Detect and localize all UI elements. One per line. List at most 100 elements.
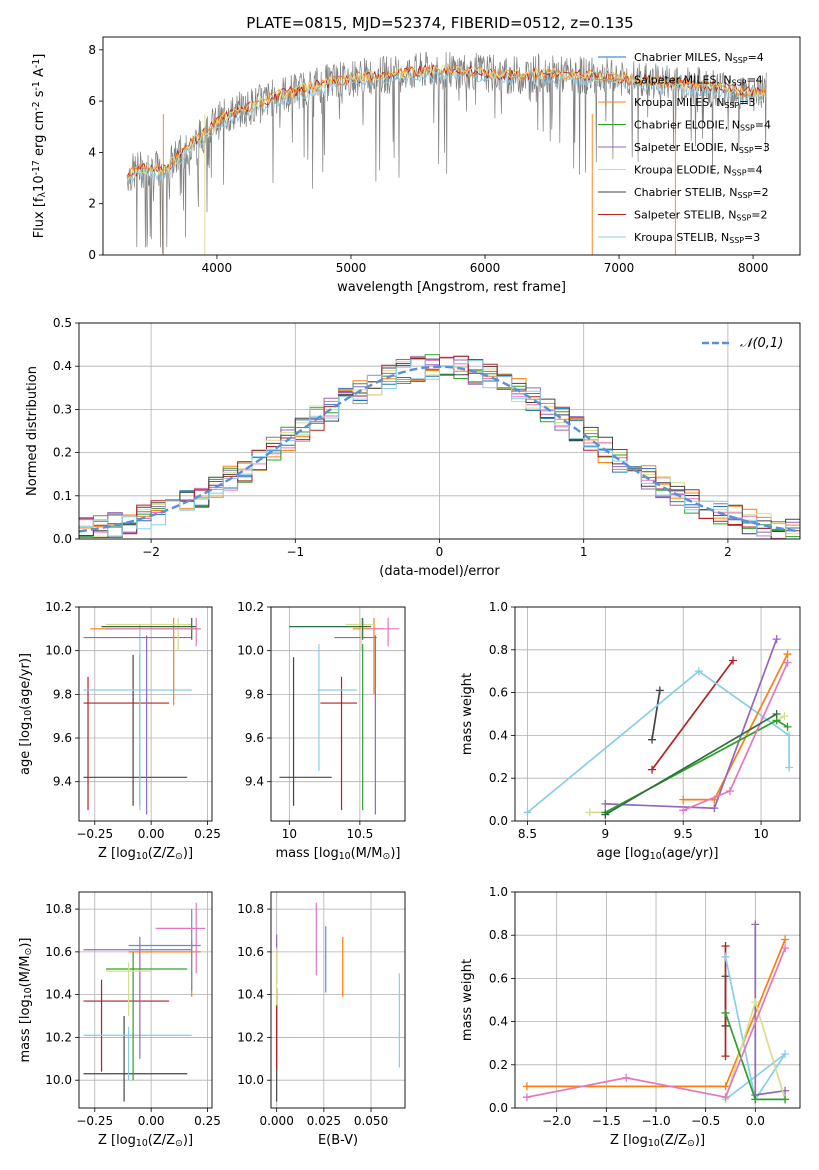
x-tick-label: −1 xyxy=(286,545,304,559)
figure-title: PLATE=0815, MJD=52374, FIBERID=0512, z=0… xyxy=(246,14,633,32)
weight-marker xyxy=(522,1082,531,1091)
weight-marker xyxy=(721,1093,730,1102)
plot-area xyxy=(271,607,405,821)
legend-entry-label: Salpeter MILES, NSSP=4 xyxy=(634,74,763,88)
errorbar-point xyxy=(83,979,170,1072)
y-tick-label: 9.4 xyxy=(245,775,264,789)
axes-frame xyxy=(514,606,801,822)
errorbar-point xyxy=(83,1016,188,1102)
mass-vs-metallicity-panel: −0.25 0.00 0.25 10.0 10.2 10.4 10.6 10.8 Z [log1… xyxy=(18,891,221,1149)
y-tick-label: 0.4 xyxy=(53,359,72,373)
legend-entry-label: Kroupa MILES, NSSP=3 xyxy=(634,96,755,110)
errorbar-point xyxy=(83,655,188,806)
y-tick-label: 0.6 xyxy=(489,971,508,985)
errorbar-point xyxy=(317,644,358,771)
x-axis-label: E(B-V) xyxy=(318,1133,358,1148)
y-axis-label: mass [log10(M/M⊙)] xyxy=(18,938,34,1063)
weight-marker xyxy=(648,765,657,774)
weight-marker xyxy=(783,658,792,667)
y-tick-label: 0.5 xyxy=(53,316,72,330)
plot-area xyxy=(79,607,212,821)
y-tick-label: 6 xyxy=(88,94,96,108)
y-tick-label: 0.8 xyxy=(489,928,508,942)
axes-frame xyxy=(270,891,406,1109)
y-tick-label: 9.8 xyxy=(245,687,264,701)
y-tick-label: 4 xyxy=(88,145,96,159)
x-tick-label: 0.25 xyxy=(194,827,221,841)
weight-marker xyxy=(781,944,790,953)
weight-vs-metallicity-panel: −2.0 −1.5 −1.0 −0.5 0.0 0.0 0.2 0.4 0.6 0.8 1.0 Z [… xyxy=(460,885,801,1149)
x-tick-label: 10.5 xyxy=(347,827,374,841)
weight-marker xyxy=(721,1082,730,1091)
y-tick-label: 10.8 xyxy=(237,902,264,916)
x-tick-label: 1 xyxy=(580,545,588,559)
y-axis-label: Normed distribution xyxy=(25,366,40,496)
x-axis-label: mass [log10(M/M⊙)] xyxy=(276,846,401,862)
x-tick-label: 2 xyxy=(724,545,732,559)
y-tick-label: 0.2 xyxy=(489,1058,508,1072)
weight-marker xyxy=(721,942,730,950)
weight-series-line xyxy=(526,670,790,814)
errorbar-point xyxy=(345,617,374,651)
legend-entry-label: Chabrier STELIB, NSSP=2 xyxy=(634,186,769,200)
y-tick-label: 9.8 xyxy=(53,687,72,701)
plot-area xyxy=(271,892,405,1108)
weight-marker xyxy=(729,656,738,665)
x-tick-label: 9.5 xyxy=(674,827,693,841)
x-tick-label: −0.5 xyxy=(691,1114,720,1128)
x-axis-label: (data-model)/error xyxy=(379,564,500,579)
y-axis-label: age [log10(age/yr)] xyxy=(18,653,34,775)
y-tick-label: 10.4 xyxy=(237,988,264,1002)
weight-marker xyxy=(585,808,594,817)
weight-series-line xyxy=(526,947,786,1099)
weight-marker xyxy=(780,712,789,721)
weight-marker xyxy=(648,735,657,744)
errorbar-point xyxy=(106,617,192,651)
x-tick-label: −2.0 xyxy=(542,1114,571,1128)
axes-frame xyxy=(270,606,406,822)
x-axis-label: age [log10(age/yr)] xyxy=(597,846,719,862)
weight-marker xyxy=(772,710,781,718)
y-tick-label: 9.4 xyxy=(53,775,72,789)
y-axis-label: Flux [fλ10-17 erg cm-2 s-1 A-1] xyxy=(31,54,48,239)
y-tick-label: 2 xyxy=(88,197,96,211)
plot-layer: 4000 5000 6000 7000 8000 0 2 4 6 8 wavelength [Ang… xyxy=(18,36,801,1149)
y-tick-label: 0 xyxy=(88,248,96,262)
y-tick-label: 10.2 xyxy=(45,1030,72,1044)
axes-frame xyxy=(102,36,801,256)
x-tick-label: 7000 xyxy=(604,261,635,275)
x-tick-label: −0.25 xyxy=(76,1114,113,1128)
errorbar-point xyxy=(155,902,206,974)
y-tick-label: 10.8 xyxy=(45,902,72,916)
x-tick-label: 0.050 xyxy=(354,1114,388,1128)
errorbar-point xyxy=(106,617,201,647)
errorbar-point xyxy=(334,635,377,815)
model-spectrum-line xyxy=(127,63,766,177)
x-tick-label: 10 xyxy=(282,827,297,841)
x-tick-label: 0.00 xyxy=(138,827,165,841)
x-tick-label: −0.25 xyxy=(76,827,113,841)
weight-marker xyxy=(781,1095,790,1104)
y-tick-label: 0.2 xyxy=(489,771,508,785)
y-tick-label: 0.8 xyxy=(489,643,508,657)
y-axis-label: mass weight xyxy=(460,673,475,755)
errorbar-point xyxy=(83,676,170,811)
y-tick-label: 0.4 xyxy=(489,1015,508,1029)
x-axis-label: wavelength [Angstrom, rest frame] xyxy=(337,280,566,295)
axes-frame xyxy=(514,891,801,1109)
y-tick-label: 10.2 xyxy=(45,600,72,614)
weight-marker xyxy=(751,998,760,1007)
x-tick-label: −1.5 xyxy=(592,1114,621,1128)
weight-marker xyxy=(721,952,730,961)
model-spectrum-line xyxy=(126,69,766,182)
residual-histogram-panel: −2 −1 0 1 2 0.0 0.1 0.2 0.3 0.4 0.5 𝒩(0,1) (data-mod… xyxy=(25,316,801,579)
y-tick-label: 10.6 xyxy=(45,945,72,959)
x-tick-label: 4000 xyxy=(202,261,233,275)
weight-marker xyxy=(721,1008,730,1017)
x-tick-label: 10 xyxy=(753,827,768,841)
x-tick-label: 0.025 xyxy=(307,1114,341,1128)
legend-entry-label: Kroupa ELODIE, NSSP=4 xyxy=(634,164,763,178)
weight-marker xyxy=(622,1073,631,1082)
weight-vs-age-panel: 8.5 9 9.5 10 0.0 0.2 0.4 0.6 0.8 1.0 age [log10(ag… xyxy=(460,600,801,862)
age-vs-mass-panel: 10 10.5 9.4 9.6 9.8 10.0 10.2 mass [log10(M/M⊙)… xyxy=(237,600,406,862)
